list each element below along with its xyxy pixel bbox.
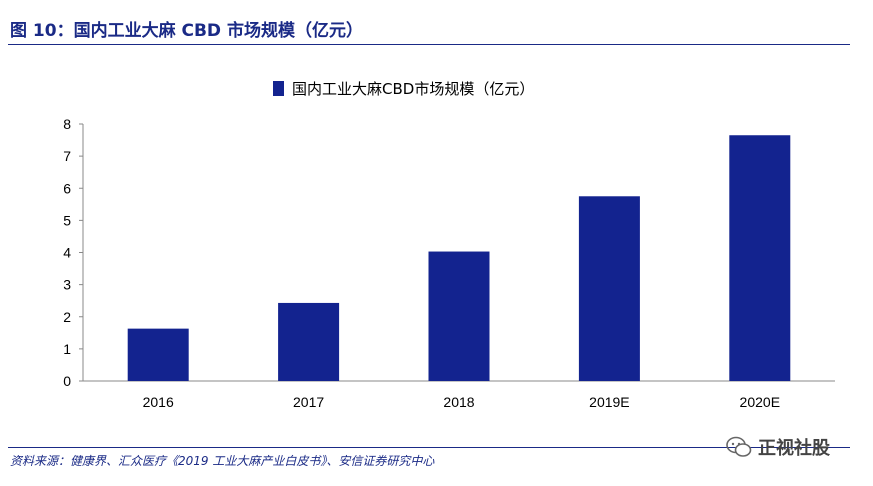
source-divider [8, 447, 850, 448]
figure-title: 图 10：国内工业大麻 CBD 市场规模（亿元） [10, 21, 363, 41]
x-tick-label: 2018 [443, 394, 474, 410]
y-tick-label: 6 [63, 180, 71, 196]
wechat-icon [726, 436, 752, 457]
y-tick-label: 0 [63, 373, 71, 389]
x-tick-label: 2017 [293, 394, 324, 410]
x-tick-label: 2020E [740, 394, 780, 410]
legend-label: 国内工业大麻CBD市场规模（亿元） [292, 80, 535, 98]
y-tick-labels: 0 1 2 3 4 5 6 7 8 [63, 116, 71, 389]
source-note: 资料来源：健康界、汇众医疗《2019 工业大麻产业白皮书》、安信证券研究中心 [10, 454, 435, 468]
bars [127, 135, 791, 381]
bar-2018 [428, 251, 490, 381]
bar-2020E [729, 135, 791, 381]
bar-2017 [278, 302, 340, 381]
watermark-text: 正视社股 [758, 438, 830, 459]
y-tick-label: 7 [63, 148, 71, 164]
y-tick-label: 5 [63, 212, 71, 228]
watermark: 正视社股 [726, 434, 830, 460]
bar-2019E [578, 196, 640, 381]
y-tick-label: 2 [63, 309, 71, 325]
legend: 国内工业大麻CBD市场规模（亿元） [273, 78, 534, 99]
x-tick-labels: 2016 2017 2018 2019E 2020E [143, 394, 780, 410]
y-tick-label: 1 [63, 341, 71, 357]
y-tick-label: 3 [63, 277, 71, 293]
legend-swatch [273, 81, 284, 96]
y-tick-label: 4 [63, 245, 71, 261]
bar-2016 [127, 328, 189, 381]
x-tick-label: 2016 [143, 394, 174, 410]
x-tick-label: 2019E [589, 394, 629, 410]
y-tick-label: 8 [63, 116, 71, 132]
title-divider [8, 44, 850, 45]
